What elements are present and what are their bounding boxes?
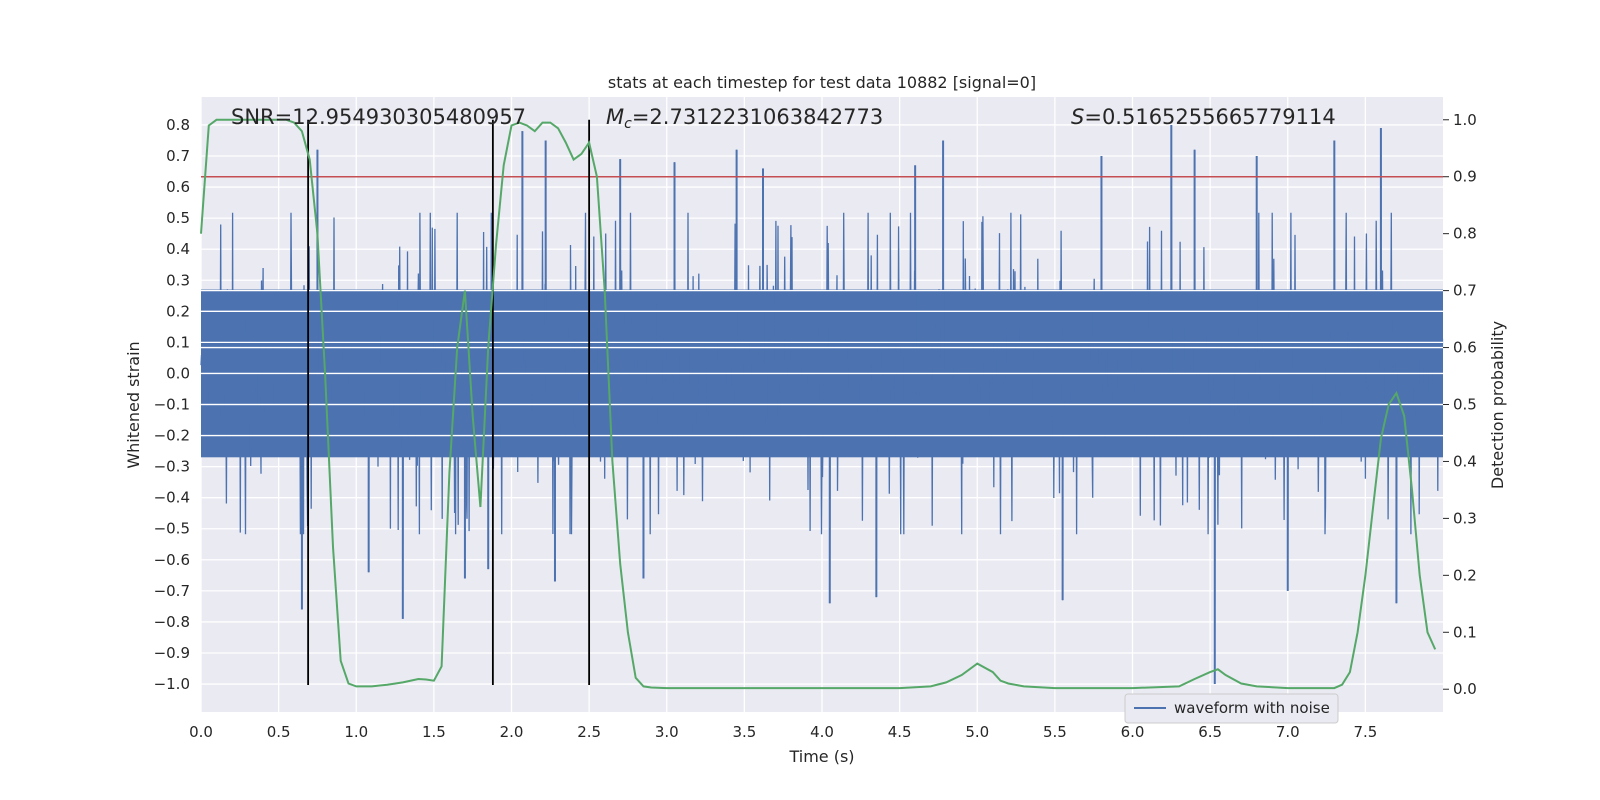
y-tick-label: 0.2: [166, 302, 190, 320]
y-tick-label: 0.7: [166, 147, 190, 165]
s-statistic-annotation: S=0.5165255665779114: [1071, 105, 1336, 129]
legend: waveform with noise: [1124, 693, 1339, 724]
chirp-mass-annotation: Mc=2.7312231063842773: [606, 105, 883, 132]
y-tick-label: −0.9: [154, 644, 190, 662]
legend-label: waveform with noise: [1174, 699, 1330, 717]
x-tick-labels: 0.0 0.5 1.0 1.5 2.0 2.5 3.0 3.5 4.0 4.5 5.0 5.5 6.0 6…: [189, 723, 1377, 741]
y-tick-label: −0.3: [154, 458, 190, 476]
x-tick-label: 1.0: [344, 723, 368, 741]
x-tick-label: 1.5: [422, 723, 446, 741]
y2-tick-label: 0.8: [1453, 225, 1477, 243]
y2-tick-label: 1.0: [1453, 111, 1477, 129]
y-axis-label: Whitened strain: [124, 341, 143, 468]
x-tick-label: 3.0: [655, 723, 679, 741]
chart-title: stats at each timestep for test data 108…: [608, 73, 1036, 92]
y-tick-labels: 0.8 0.7 0.6 0.5 0.4 0.3 0.2 0.1 0.0 −0.1 −0.2 −0.3 −…: [154, 116, 190, 693]
y2-tick-label: 0.9: [1453, 168, 1477, 186]
x-tick-label: 0.0: [189, 723, 213, 741]
y-tick-label: 0.1: [166, 333, 190, 351]
strain-series: [200, 124, 1444, 685]
chirp-mass-subscript: c: [624, 116, 632, 132]
y2-tick-label: 0.7: [1453, 282, 1477, 300]
y-tick-label: −0.5: [154, 520, 190, 538]
chirp-mass-value: =2.7312231063842773: [632, 105, 883, 129]
y-tick-label: −1.0: [154, 675, 190, 693]
x-tick-label: 5.0: [965, 723, 989, 741]
chirp-mass-symbol: M: [606, 105, 624, 129]
vertical-markers: [307, 119, 591, 685]
y-tick-label: 0.3: [166, 271, 190, 289]
y-tick-label: −0.7: [154, 582, 190, 600]
y2-tick-label: 0.4: [1453, 452, 1477, 470]
y-tick-label: 0.6: [166, 178, 190, 196]
y2-tick-label: 0.6: [1453, 339, 1477, 357]
y-tick-label: −0.4: [154, 489, 190, 507]
y-tick-label: −0.8: [154, 613, 190, 631]
y2-tick-label: 0.1: [1453, 623, 1477, 641]
y2-tick-label: 0.2: [1453, 566, 1477, 584]
x-tick-label: 0.5: [267, 723, 291, 741]
x-tick-label: 6.5: [1198, 723, 1222, 741]
x-tick-label: 5.5: [1043, 723, 1067, 741]
y-tick-label: 0.5: [166, 209, 190, 227]
x-tick-label: 4.0: [810, 723, 834, 741]
y-tick-label: −0.6: [154, 551, 190, 569]
y2-axis-label: Detection probability: [1488, 321, 1507, 489]
x-tick-label: 6.0: [1121, 723, 1145, 741]
y-tick-label: 0.4: [166, 240, 190, 258]
x-tick-label: 7.0: [1276, 723, 1300, 741]
x-tick-label: 3.5: [732, 723, 756, 741]
y-tick-label: 0.8: [166, 116, 190, 134]
s-value: =0.5165255665779114: [1084, 105, 1335, 129]
y-tick-label: −0.1: [154, 396, 190, 414]
x-tick-label: 2.5: [577, 723, 601, 741]
x-tick-label: 7.5: [1353, 723, 1377, 741]
x-tick-label: 2.0: [500, 723, 524, 741]
s-symbol: S: [1071, 105, 1084, 129]
y-tick-label: −0.2: [154, 427, 190, 445]
y-tick-label: 0.0: [166, 364, 190, 382]
legend-box: [1124, 693, 1339, 724]
y2-tick-labels: 1.0 0.9 0.8 0.7 0.6 0.5 0.4 0.3 0.2 0.1 0.0: [1443, 111, 1477, 698]
detection-probability-line: [200, 118, 1437, 690]
strain-trace: [200, 124, 1444, 685]
snr-annotation: SNR=12.954930305480957: [231, 105, 526, 129]
y2-tick-label: 0.0: [1453, 680, 1477, 698]
strain-spikes: [300, 124, 1398, 685]
y2-tick-label: 0.3: [1453, 509, 1477, 527]
x-axis-label: Time (s): [788, 747, 854, 766]
y2-tick-label: 0.5: [1453, 396, 1477, 414]
x-tick-label: 4.5: [888, 723, 912, 741]
